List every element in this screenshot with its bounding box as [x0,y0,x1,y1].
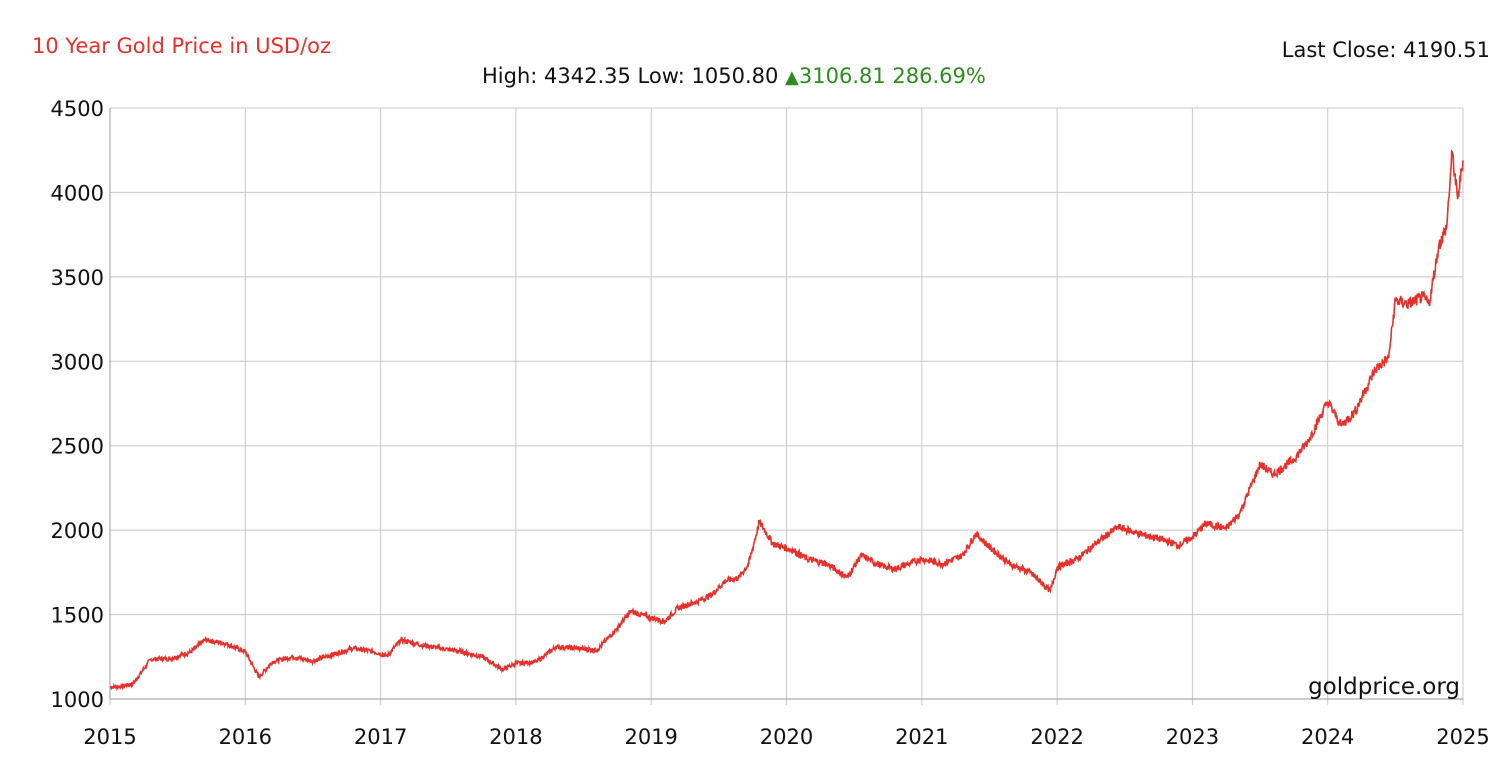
x-tick-label: 2022 [1030,725,1083,749]
y-tick-label: 3000 [51,350,104,374]
x-tick-label: 2019 [624,725,677,749]
goldprice-watermark: goldprice.org [1308,674,1460,700]
y-tick-label: 2500 [51,435,104,459]
last-close-value: Last Close: 4190.51 [1281,38,1490,62]
change-percent: 286.69% [892,64,986,88]
chart-title: 10 Year Gold Price in USD/oz [32,34,332,58]
y-tick-label: 2000 [51,519,104,543]
x-tick-label: 2016 [219,725,272,749]
y-tick-label: 1500 [51,604,104,628]
x-tick-label: 2025 [1436,725,1489,749]
up-arrow-icon: ▲ [785,67,799,88]
x-tick-label: 2023 [1166,725,1219,749]
high-value: High: 4342.35 [482,64,631,88]
y-tick-label: 4500 [51,97,104,121]
x-tick-label: 2015 [83,725,136,749]
price-stats: High: 4342.35 Low: 1050.80 ▲3106.81 286.… [482,64,986,88]
x-tick-label: 2024 [1301,725,1354,749]
x-tick-label: 2017 [354,725,407,749]
change-value: 3106.81 [798,64,886,88]
y-tick-label: 3500 [51,266,104,290]
y-tick-label: 1000 [51,688,104,712]
y-axis-labels: 1000 1500 2000 2500 3000 3500 4000 4500 [51,97,104,712]
x-tick-label: 2021 [895,725,948,749]
chart-grid [109,107,1464,705]
y-tick-label: 4000 [51,181,104,205]
price-series-line [110,149,1464,692]
low-value: Low: 1050.80 [637,64,779,88]
x-tick-label: 2020 [760,725,813,749]
x-axis-labels: 2015 2016 2017 2018 2019 2020 2021 2022 2023 2024… [83,725,1489,749]
x-tick-label: 2018 [489,725,542,749]
